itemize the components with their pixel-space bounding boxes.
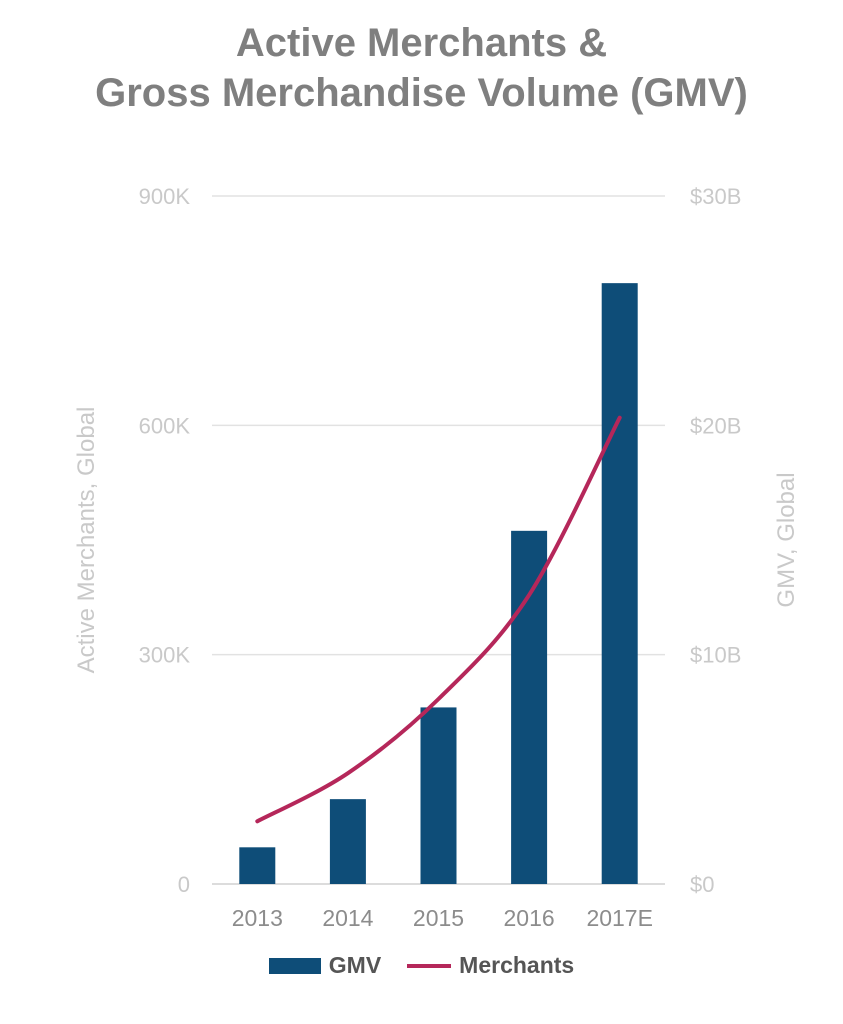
legend-swatch-merchants	[407, 963, 452, 968]
x-tick-label: 2014	[322, 905, 373, 931]
legend-label-merchants: Merchants	[459, 952, 575, 978]
left-tick-label: 300K	[139, 643, 191, 668]
line-merchants	[255, 415, 622, 824]
legend-item-merchants: Merchants	[407, 952, 574, 979]
chart-title-line-1: Active Merchants &	[235, 21, 608, 65]
bar-gmv	[329, 799, 366, 884]
bar-gmv	[239, 847, 276, 884]
chart-plot: 0 300K 600K 900K $0 $10B $20B $30B Active Mercha…	[73, 184, 800, 931]
legend-label-gmv: GMV	[328, 952, 382, 978]
right-axis-title: GMV, Global	[773, 472, 800, 607]
bar-gmv	[511, 530, 548, 884]
chart-title-line-2: Gross Merchandise Volume (GMV)	[95, 71, 748, 115]
bar-gmv	[420, 707, 457, 884]
left-tick-label: 600K	[139, 413, 191, 438]
legend-item-gmv: GMV	[268, 952, 382, 979]
right-tick-label: $10B	[690, 643, 741, 668]
x-tick-label: 2015	[413, 905, 464, 931]
legend: GMV Merchants	[0, 952, 843, 979]
x-tick-label: 2016	[504, 905, 555, 931]
legend-swatch-gmv	[268, 957, 321, 974]
right-tick-label: $0	[690, 872, 714, 897]
left-axis-title: Active Merchants, Global	[73, 407, 100, 674]
chart-title: Active Merchants & Gross Merchandise Vol…	[0, 18, 843, 118]
x-tick-label: 2017E	[586, 905, 653, 931]
right-tick-label: $20B	[690, 413, 741, 438]
left-tick-label: 900K	[139, 184, 191, 209]
right-tick-label: $30B	[690, 184, 741, 209]
bar-gmv	[601, 283, 638, 884]
left-tick-label: 0	[178, 872, 190, 897]
x-tick-label: 2013	[232, 905, 283, 931]
